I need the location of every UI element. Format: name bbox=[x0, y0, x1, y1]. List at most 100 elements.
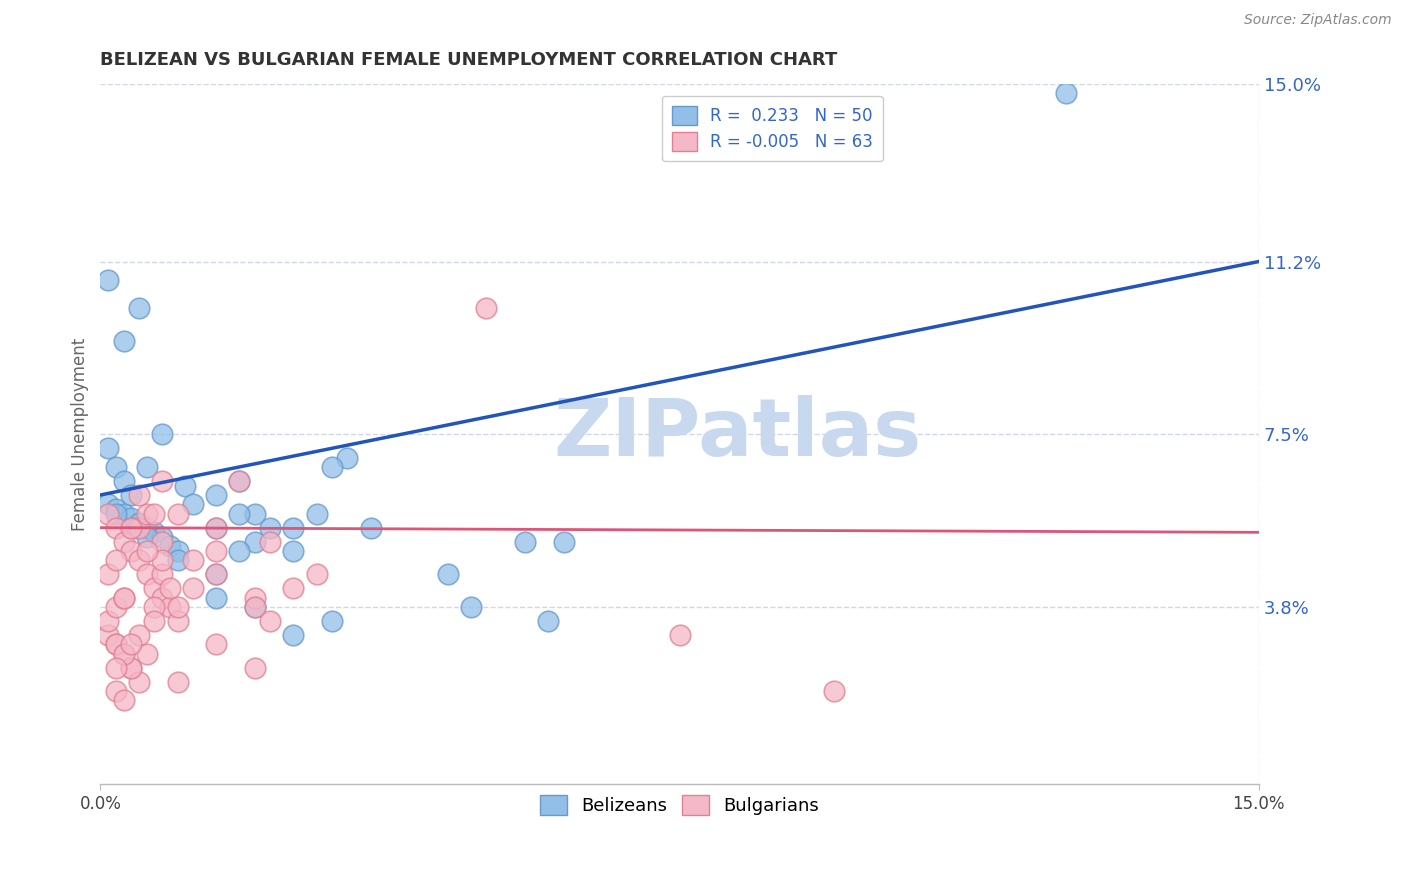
Point bbox=[112, 647, 135, 661]
Point bbox=[120, 661, 142, 675]
Point bbox=[128, 521, 150, 535]
Point bbox=[97, 628, 120, 642]
Point bbox=[166, 507, 188, 521]
Point bbox=[128, 301, 150, 316]
Point bbox=[120, 637, 142, 651]
Point bbox=[205, 521, 228, 535]
Point bbox=[112, 591, 135, 605]
Point bbox=[150, 427, 173, 442]
Point bbox=[104, 521, 127, 535]
Point bbox=[150, 530, 173, 544]
Point bbox=[668, 628, 690, 642]
Point bbox=[360, 521, 382, 535]
Point bbox=[166, 553, 188, 567]
Point bbox=[150, 567, 173, 582]
Point bbox=[181, 582, 204, 596]
Point bbox=[228, 507, 250, 521]
Point bbox=[112, 534, 135, 549]
Point bbox=[437, 567, 460, 582]
Point bbox=[181, 553, 204, 567]
Point bbox=[259, 614, 281, 628]
Point bbox=[283, 544, 305, 558]
Point bbox=[305, 567, 328, 582]
Point bbox=[205, 567, 228, 582]
Point bbox=[128, 628, 150, 642]
Point bbox=[104, 553, 127, 567]
Point bbox=[228, 474, 250, 488]
Point bbox=[143, 507, 166, 521]
Point bbox=[205, 488, 228, 502]
Point bbox=[513, 534, 536, 549]
Point bbox=[112, 693, 135, 707]
Point bbox=[243, 534, 266, 549]
Text: ZIPatlas: ZIPatlas bbox=[554, 395, 921, 474]
Point bbox=[135, 530, 157, 544]
Point bbox=[112, 647, 135, 661]
Point bbox=[166, 544, 188, 558]
Point bbox=[150, 534, 173, 549]
Point bbox=[553, 534, 575, 549]
Point bbox=[243, 600, 266, 615]
Point bbox=[166, 614, 188, 628]
Point bbox=[181, 497, 204, 511]
Point bbox=[97, 614, 120, 628]
Point bbox=[128, 516, 150, 530]
Point bbox=[135, 521, 157, 535]
Point bbox=[135, 507, 157, 521]
Point bbox=[321, 459, 343, 474]
Point bbox=[104, 600, 127, 615]
Point bbox=[128, 553, 150, 567]
Point bbox=[104, 637, 127, 651]
Point bbox=[159, 539, 181, 553]
Point bbox=[120, 661, 142, 675]
Point bbox=[104, 459, 127, 474]
Point bbox=[97, 442, 120, 456]
Point bbox=[205, 521, 228, 535]
Point bbox=[120, 521, 142, 535]
Point bbox=[143, 600, 166, 615]
Point bbox=[205, 591, 228, 605]
Point bbox=[205, 637, 228, 651]
Point bbox=[128, 674, 150, 689]
Point bbox=[104, 637, 127, 651]
Text: BELIZEAN VS BULGARIAN FEMALE UNEMPLOYMENT CORRELATION CHART: BELIZEAN VS BULGARIAN FEMALE UNEMPLOYMEN… bbox=[100, 51, 838, 69]
Point bbox=[1054, 87, 1077, 101]
Point bbox=[283, 582, 305, 596]
Point bbox=[97, 497, 120, 511]
Point bbox=[143, 614, 166, 628]
Point bbox=[475, 301, 498, 316]
Point bbox=[135, 647, 157, 661]
Point bbox=[120, 521, 142, 535]
Point bbox=[97, 507, 120, 521]
Point bbox=[243, 507, 266, 521]
Point bbox=[283, 521, 305, 535]
Point bbox=[205, 567, 228, 582]
Point bbox=[104, 502, 127, 516]
Point bbox=[104, 684, 127, 698]
Point bbox=[305, 507, 328, 521]
Point bbox=[460, 600, 482, 615]
Point bbox=[243, 661, 266, 675]
Point bbox=[97, 567, 120, 582]
Y-axis label: Female Unemployment: Female Unemployment bbox=[72, 338, 89, 531]
Point bbox=[228, 474, 250, 488]
Point bbox=[97, 273, 120, 287]
Point bbox=[159, 600, 181, 615]
Point bbox=[166, 600, 188, 615]
Point bbox=[243, 591, 266, 605]
Point bbox=[150, 553, 173, 567]
Text: Source: ZipAtlas.com: Source: ZipAtlas.com bbox=[1244, 13, 1392, 28]
Point bbox=[120, 544, 142, 558]
Point bbox=[537, 614, 560, 628]
Point bbox=[336, 450, 359, 465]
Point bbox=[143, 582, 166, 596]
Point bbox=[259, 521, 281, 535]
Point bbox=[159, 582, 181, 596]
Point bbox=[104, 661, 127, 675]
Point bbox=[135, 544, 157, 558]
Point bbox=[143, 525, 166, 540]
Point bbox=[128, 488, 150, 502]
Point bbox=[112, 591, 135, 605]
Point bbox=[205, 544, 228, 558]
Point bbox=[112, 507, 135, 521]
